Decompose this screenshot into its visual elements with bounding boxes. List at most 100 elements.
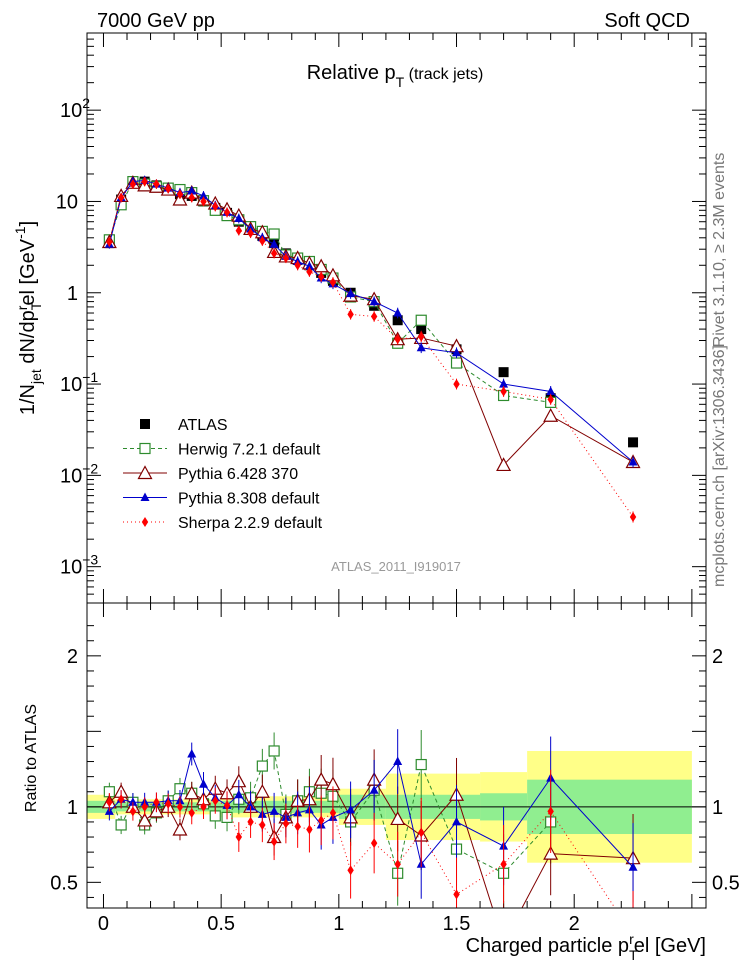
legend-label-pythia-8-308-default: Pythia 8.308 default bbox=[178, 491, 320, 508]
main-title-sub: T bbox=[396, 74, 405, 90]
point-sherpa-2-2-9-default bbox=[347, 309, 354, 320]
point-pythia-8-308-default bbox=[304, 261, 314, 270]
ratio-point-sherpa-2-2-9-default bbox=[188, 807, 195, 818]
main-y-tick-label: 10−3 bbox=[60, 552, 98, 579]
point-sherpa-2-2-9-default bbox=[235, 225, 243, 236]
ratio-point-pythia-6-428-370 bbox=[137, 812, 153, 827]
point-sherpa-2-2-9-default bbox=[141, 176, 148, 187]
ratio-point-herwig-7-2-1-default bbox=[268, 745, 280, 757]
main-y-tick-exponent: −1 bbox=[82, 369, 98, 385]
point-sherpa-2-2-9-default bbox=[270, 248, 278, 259]
ratio-point-sherpa-2-2-9-default bbox=[370, 838, 378, 849]
ratio-point-pythia-8-308-default bbox=[234, 789, 244, 799]
point-pythia-8-308-default bbox=[269, 239, 279, 248]
ratio-point-pythia-8-308-default bbox=[393, 756, 403, 766]
point-pythia-8-308-default bbox=[452, 347, 462, 357]
ylabel-d: ] bbox=[17, 221, 39, 227]
ylabel-c-sup: -1 bbox=[12, 226, 28, 239]
main-y-tick-exponent: 2 bbox=[82, 95, 90, 111]
point-pythia-8-308-default bbox=[199, 190, 209, 200]
point-pythia-8-308-default bbox=[346, 288, 356, 298]
point-sherpa-2-2-9-default bbox=[223, 207, 231, 218]
ratio-point-sherpa-2-2-9-default bbox=[259, 819, 266, 830]
legend-marker-sherpa-2-2-9-default bbox=[141, 517, 149, 527]
point-pythia-8-308-default bbox=[369, 296, 379, 306]
header-left: 7000 GeV pp bbox=[97, 10, 215, 32]
legend-label-pythia-6-428-370: Pythia 6.428 370 bbox=[178, 466, 298, 483]
main-y-tick-label: 10−2 bbox=[60, 460, 98, 487]
point-pythia-8-308-default bbox=[499, 379, 509, 388]
ratio-point-pythia-6-428-370 bbox=[172, 821, 188, 836]
point-sherpa-2-2-9-default bbox=[117, 192, 125, 203]
ratio-point-pythia-8-308-default bbox=[346, 804, 356, 814]
point-atlas bbox=[498, 367, 509, 378]
ratio-point-sherpa-2-2-9-default bbox=[223, 800, 231, 811]
ratio-y-tick-label-right: 2 bbox=[712, 646, 723, 668]
series-line-pythia-8-308-default bbox=[108, 179, 634, 463]
ylabel-a: 1/N bbox=[17, 384, 39, 415]
ratio-point-sherpa-2-2-9-default bbox=[141, 801, 148, 812]
ratio-point-pythia-8-308-default bbox=[369, 785, 379, 794]
ratio-point-sherpa-2-2-9-default bbox=[270, 836, 278, 847]
main-y-tick-exponent: −2 bbox=[82, 460, 98, 476]
ratio-y-tick-label: 2 bbox=[67, 646, 78, 668]
x-tick-label: 1.5 bbox=[443, 913, 471, 935]
main-y-tick-label: 10 bbox=[56, 191, 78, 213]
ratio-point-sherpa-2-2-9-default bbox=[329, 807, 337, 818]
xlabel-b: el [GeV] bbox=[634, 935, 706, 957]
ylabel-b-sup: r bbox=[14, 305, 30, 310]
point-sherpa-2-2-9-default bbox=[306, 266, 313, 277]
mcplots-reference-text: mcplots.cern.ch [arXiv:1306.3436] bbox=[711, 345, 728, 587]
point-sherpa-2-2-9-default bbox=[500, 386, 507, 397]
ratio-y-tick-label-right: 0.5 bbox=[712, 872, 740, 894]
ratio-point-sherpa-2-2-9-default bbox=[317, 815, 325, 826]
ratio-point-pythia-8-308-default bbox=[187, 748, 197, 758]
point-sherpa-2-2-9-default bbox=[547, 394, 554, 405]
ratio-plot-frame bbox=[86, 602, 707, 909]
main-y-tick-exponent: −3 bbox=[82, 552, 98, 568]
ratio-plot-marks bbox=[101, 729, 641, 908]
main-y-axis-label: 1/Njet dN/dpTrel [GeV-1] bbox=[12, 221, 44, 415]
ratio-point-sherpa-2-2-9-default bbox=[129, 806, 137, 817]
point-atlas bbox=[392, 315, 403, 326]
analysis-label: ATLAS_2011_I919017 bbox=[331, 559, 461, 574]
ratio-point-pythia-6-428-370 bbox=[390, 811, 406, 826]
ratio-point-sherpa-2-2-9-default bbox=[247, 816, 254, 827]
point-herwig-7-2-1-default bbox=[450, 357, 463, 369]
point-sherpa-2-2-9-default bbox=[129, 179, 137, 190]
point-sherpa-2-2-9-default bbox=[370, 311, 378, 322]
ratio-point-pythia-6-428-370 bbox=[313, 771, 329, 786]
point-sherpa-2-2-9-default bbox=[394, 334, 401, 345]
legend-label-sherpa-2-2-9-default: Sherpa 2.2.9 default bbox=[178, 515, 323, 532]
ratio-line-pythia-8-308-default bbox=[109, 752, 634, 868]
legend-label-atlas: ATLAS bbox=[178, 417, 228, 434]
point-pythia-6-428-370 bbox=[496, 457, 512, 472]
point-sherpa-2-2-9-default bbox=[317, 271, 325, 282]
x-axis-label: Charged particle pTrel [GeV] bbox=[466, 931, 706, 963]
ratio-point-sherpa-2-2-9-default bbox=[306, 824, 313, 835]
legend: ATLAS Herwig 7.2.1 default Pythia 6.428 37… bbox=[123, 417, 323, 532]
point-sherpa-2-2-9-default bbox=[294, 260, 301, 271]
ylabel-c: el [GeV bbox=[17, 238, 39, 305]
ylabel-b-sub: T bbox=[28, 301, 44, 310]
ratio-point-pythia-6-428-370 bbox=[254, 783, 270, 798]
point-sherpa-2-2-9-default bbox=[188, 192, 195, 203]
ratio-point-pythia-8-308-default bbox=[128, 797, 138, 806]
point-pythia-8-308-default bbox=[416, 342, 426, 352]
series-line-sherpa-2-2-9-default bbox=[108, 181, 634, 518]
ratio-point-sherpa-2-2-9-default bbox=[164, 798, 172, 809]
point-pythia-8-308-default bbox=[546, 386, 556, 395]
point-sherpa-2-2-9-default bbox=[153, 179, 160, 190]
main-plot-marks bbox=[101, 175, 641, 523]
ratio-point-sherpa-2-2-9-default bbox=[394, 859, 401, 870]
header-right: Soft QCD bbox=[604, 10, 690, 32]
point-sherpa-2-2-9-default bbox=[164, 183, 172, 194]
xlabel-sup: r bbox=[629, 931, 634, 947]
ratio-point-sherpa-2-2-9-default bbox=[453, 889, 460, 900]
x-tick-label: 1 bbox=[333, 913, 344, 935]
point-sherpa-2-2-9-default bbox=[212, 201, 219, 212]
ratio-point-herwig-7-2-1-default bbox=[415, 758, 427, 771]
rivet-version-text: Rivet 3.1.10, ≥ 2.3M events bbox=[711, 153, 728, 348]
point-atlas bbox=[416, 324, 427, 335]
ratio-y-axis-label: Ratio to ATLAS bbox=[23, 704, 40, 812]
